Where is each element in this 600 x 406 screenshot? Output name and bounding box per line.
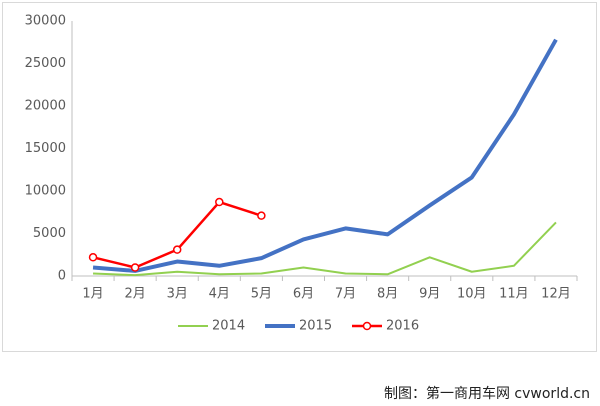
point-marker: [215, 197, 224, 207]
point-marker: [172, 245, 182, 254]
point-marker: [130, 263, 140, 272]
point-marker: [88, 253, 98, 262]
x-tick-label: 6月: [293, 287, 314, 302]
source-note: 制图：第一商用车网 cvworld.cn: [384, 385, 590, 402]
y-tick-label: 20000: [25, 99, 66, 114]
x-tick-label: 4月: [209, 287, 230, 302]
x-tick-label: 7月: [335, 287, 356, 302]
x-tick-label: 11月: [499, 287, 529, 302]
x-tick-label: 1月: [82, 287, 103, 302]
x-tick-label: 3月: [167, 287, 188, 302]
series-line: [93, 221, 557, 277]
legend-label: 2015: [299, 319, 332, 334]
x-tick-label: 10月: [457, 287, 487, 302]
x-tick-label: 8月: [377, 287, 398, 302]
y-tick-label: 30000: [25, 14, 66, 29]
y-tick-label: 10000: [25, 184, 66, 199]
legend-marker: [362, 321, 372, 331]
y-tick-label: 15000: [25, 141, 66, 156]
legend-label: 2014: [212, 319, 245, 334]
point-marker: [257, 211, 266, 220]
series-line: [92, 38, 558, 273]
y-tick-label: 25000: [25, 56, 66, 71]
x-tick-label: 2月: [124, 287, 145, 302]
x-tick-label: 5月: [251, 287, 272, 302]
legend-label: 2016: [386, 319, 419, 334]
chart-frame: [2, 2, 597, 352]
y-tick-label: 0: [58, 269, 66, 284]
x-tick-label: 9月: [419, 287, 440, 302]
x-tick-label: 12月: [541, 287, 571, 302]
y-tick-label: 5000: [33, 226, 66, 241]
